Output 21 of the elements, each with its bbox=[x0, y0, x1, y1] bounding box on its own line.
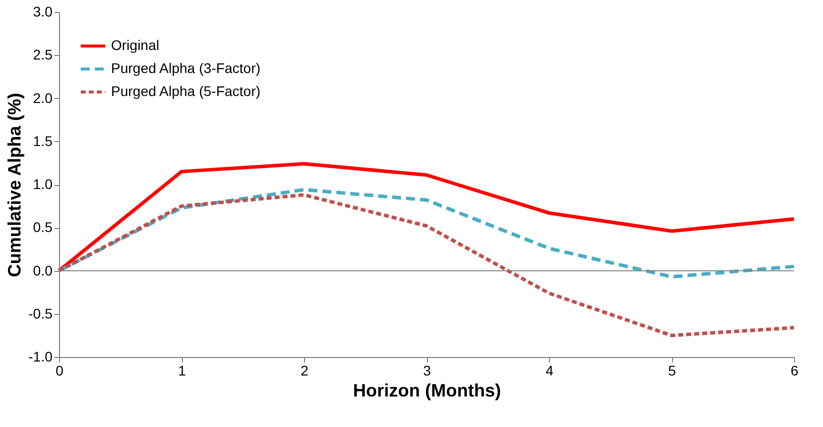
y-tick-label: 1.0 bbox=[33, 176, 53, 192]
y-tick-label: -0.5 bbox=[28, 305, 53, 322]
x-tick-label: 1 bbox=[178, 362, 186, 378]
x-tick-label: 4 bbox=[546, 362, 554, 378]
y-tick-label: 2.5 bbox=[33, 46, 53, 63]
x-tick-label: 6 bbox=[790, 362, 799, 378]
x-tick-label: 3 bbox=[423, 362, 432, 378]
legend-label: Purged Alpha (5-Factor) bbox=[111, 83, 260, 99]
y-tick-label: 2.0 bbox=[33, 90, 53, 106]
x-tick-label: 5 bbox=[668, 362, 676, 378]
y-tick-label: 0.5 bbox=[33, 219, 53, 236]
legend-label: Purged Alpha (3-Factor) bbox=[111, 60, 260, 76]
y-tick-label: 0.0 bbox=[33, 262, 53, 278]
x-axis-title: Horizon (Months) bbox=[353, 380, 501, 400]
x-tick-label: 0 bbox=[56, 362, 64, 378]
y-tick-label: 3.0 bbox=[33, 4, 53, 20]
y-tick-label: 1.5 bbox=[33, 132, 53, 149]
legend-label: Original bbox=[111, 37, 160, 53]
y-tick-label: -1.0 bbox=[28, 348, 53, 364]
x-tick-label: 2 bbox=[300, 362, 309, 378]
y-axis-title: Cumulative Alpha (%) bbox=[4, 92, 24, 278]
